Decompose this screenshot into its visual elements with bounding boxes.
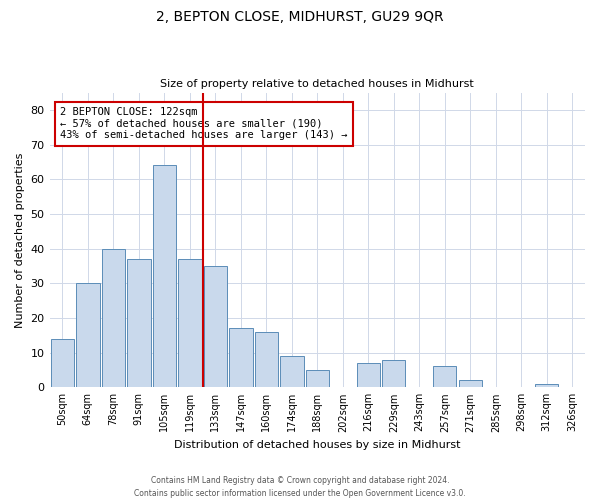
Bar	[178, 259, 202, 388]
Bar	[382, 360, 406, 388]
X-axis label: Distribution of detached houses by size in Midhurst: Distribution of detached houses by size …	[174, 440, 461, 450]
Bar	[76, 284, 100, 388]
Bar	[254, 332, 278, 388]
Bar	[535, 384, 559, 388]
Bar	[433, 366, 457, 388]
Bar	[203, 266, 227, 388]
Bar	[280, 356, 304, 388]
Bar	[101, 248, 125, 388]
Bar	[458, 380, 482, 388]
Text: 2, BEPTON CLOSE, MIDHURST, GU29 9QR: 2, BEPTON CLOSE, MIDHURST, GU29 9QR	[156, 10, 444, 24]
Bar	[50, 339, 74, 388]
Text: 2 BEPTON CLOSE: 122sqm
← 57% of detached houses are smaller (190)
43% of semi-de: 2 BEPTON CLOSE: 122sqm ← 57% of detached…	[60, 108, 348, 140]
Text: Contains HM Land Registry data © Crown copyright and database right 2024.
Contai: Contains HM Land Registry data © Crown c…	[134, 476, 466, 498]
Bar	[356, 363, 380, 388]
Bar	[152, 166, 176, 388]
Title: Size of property relative to detached houses in Midhurst: Size of property relative to detached ho…	[160, 79, 474, 89]
Bar	[127, 259, 151, 388]
Y-axis label: Number of detached properties: Number of detached properties	[15, 152, 25, 328]
Bar	[229, 328, 253, 388]
Bar	[305, 370, 329, 388]
